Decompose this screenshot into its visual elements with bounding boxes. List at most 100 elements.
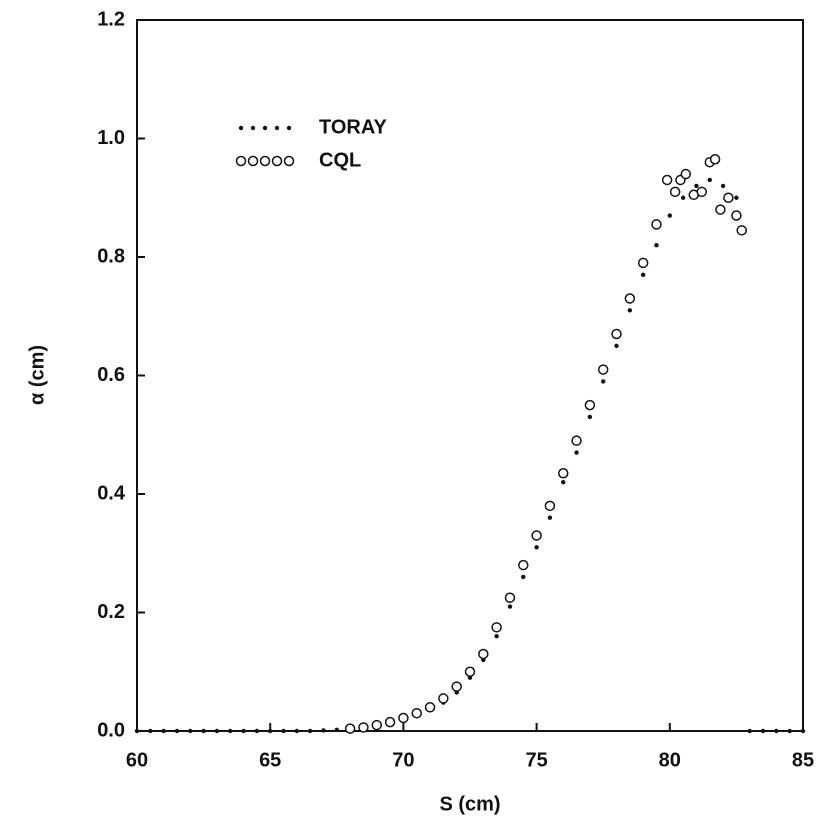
data-point [358,722,369,733]
data-point [584,399,596,411]
y-tick-label: 0.2 [97,601,125,623]
data-point [521,574,526,580]
y-axis-label: α (cm) [26,345,48,405]
data-point [161,728,166,734]
data-point [438,693,449,704]
data-point [800,728,806,734]
data-point [787,728,792,734]
x-tick-label: 60 [126,749,148,771]
data-point [464,666,476,677]
data-point [371,719,383,731]
data-point [241,728,246,734]
data-point [571,435,582,446]
legend-marker [262,125,268,131]
data-point [651,219,662,230]
data-point [321,728,326,733]
data-point [507,604,513,609]
y-tick-label: 1.2 [97,8,125,30]
data-point [534,545,539,550]
data-point [491,622,502,633]
data-point [715,204,726,215]
data-point [494,634,499,639]
x-tick-label: 70 [392,749,414,771]
data-point [561,479,566,485]
data-point [307,728,313,734]
y-tick-label: 0.8 [97,245,125,267]
data-point [188,728,193,734]
legend-marker [274,125,280,131]
data-point [720,183,726,189]
data-point [574,450,579,455]
y-tick-label: 1.0 [97,127,125,149]
x-tick-label: 65 [259,749,281,771]
data-point [669,186,681,198]
data-point [344,723,356,734]
legend-marker [259,155,271,167]
legend-label: TORAY [319,116,387,138]
legend-label: CQL [319,149,361,171]
data-point [547,515,553,520]
data-point [134,728,140,734]
legend-marker [286,125,292,131]
data-point [531,530,542,541]
data-point [680,195,686,200]
data-point [747,728,752,734]
data-point [411,707,422,719]
data-point [587,414,593,420]
x-tick-label: 75 [525,749,547,771]
data-point [478,648,489,660]
data-point [334,727,339,733]
data-point [667,213,672,218]
data-point [611,328,622,340]
data-point [451,681,462,692]
data-point [731,210,742,221]
data-point [614,343,619,349]
data-point [736,225,747,236]
data-point [624,293,636,304]
data-point [640,272,646,277]
legend-marker [247,155,259,167]
x-tick-label: 80 [659,749,681,771]
data-point [214,728,220,734]
data-point [174,728,180,734]
data-point [654,242,659,248]
legend-marker [283,155,295,167]
data-point [268,728,273,734]
data-point [709,153,721,165]
data-point [384,716,396,728]
data-point [696,186,708,198]
data-point [680,168,692,180]
x-axis-label: S (cm) [439,793,500,815]
data-point [254,728,260,734]
data-point [723,192,734,203]
data-point [627,308,633,313]
data-point [774,728,779,734]
data-point [148,728,153,734]
legend-marker [250,125,256,131]
data-point [637,257,649,269]
data-point [661,174,673,186]
y-tick-label: 0.4 [97,482,126,504]
legend-marker [235,155,247,167]
data-point [544,500,556,512]
plot-frame [136,19,804,732]
y-tick-label: 0.0 [97,719,125,741]
data-point [398,712,409,724]
data-point [281,728,286,734]
legend-marker [271,155,283,167]
data-point [201,728,206,734]
data-point [694,183,699,189]
data-point [518,559,529,571]
y-tick-label: 0.6 [97,364,125,386]
data-point [557,468,569,479]
data-point [504,592,516,603]
data-point [601,379,606,384]
data-point [707,177,712,183]
data-point [760,728,766,734]
x-tick-label: 85 [792,749,814,771]
data-point [424,702,436,713]
data-point [597,364,609,375]
legend-marker [238,125,244,131]
data-point [228,728,233,734]
